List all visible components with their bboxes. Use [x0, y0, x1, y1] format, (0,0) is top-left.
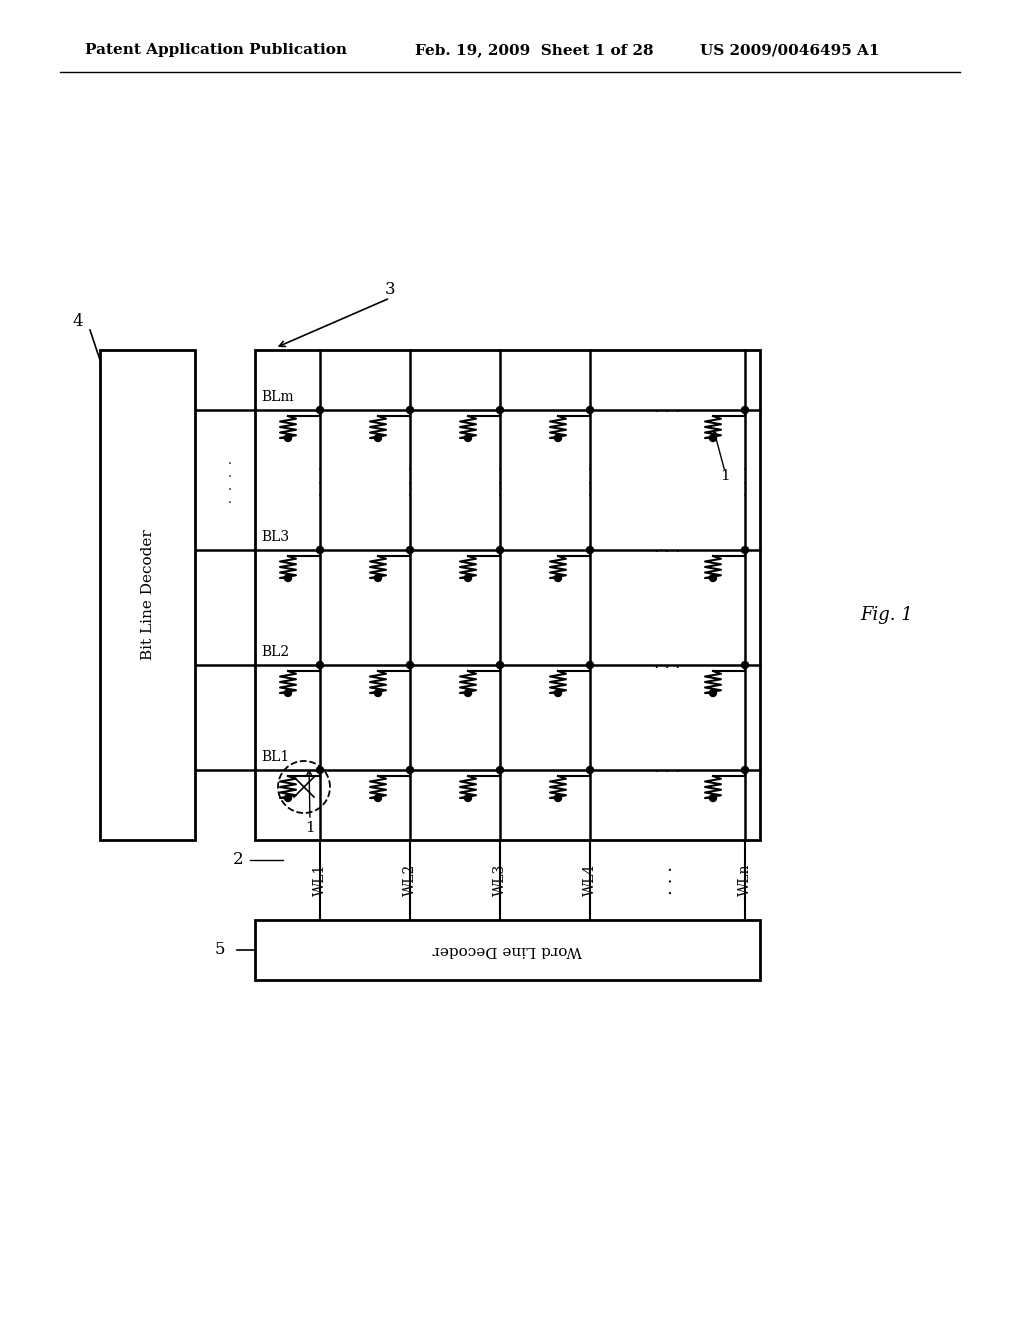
Circle shape — [555, 434, 561, 441]
Circle shape — [285, 795, 292, 801]
Text: WL4: WL4 — [583, 863, 597, 896]
Text: .
.
.: . . . — [588, 461, 592, 499]
Text: 2: 2 — [232, 851, 243, 869]
Text: WL2: WL2 — [403, 863, 417, 896]
Circle shape — [497, 661, 504, 668]
Text: . . .: . . . — [654, 759, 681, 776]
Circle shape — [497, 546, 504, 553]
Text: 1: 1 — [305, 821, 314, 836]
Circle shape — [555, 795, 561, 801]
Text: .
.
.: . . . — [318, 461, 322, 499]
Circle shape — [465, 795, 471, 801]
Text: 5: 5 — [214, 941, 225, 958]
Text: Patent Application Publication: Patent Application Publication — [85, 44, 347, 57]
Text: . . .: . . . — [654, 540, 681, 557]
Text: Feb. 19, 2009  Sheet 1 of 28: Feb. 19, 2009 Sheet 1 of 28 — [415, 44, 653, 57]
Text: . . .: . . . — [658, 866, 677, 895]
Text: US 2009/0046495 A1: US 2009/0046495 A1 — [700, 44, 880, 57]
Circle shape — [316, 407, 324, 413]
Circle shape — [555, 689, 561, 697]
Circle shape — [587, 661, 594, 668]
Text: Bit Line Decoder: Bit Line Decoder — [140, 529, 155, 660]
Text: .
.
.
.: . . . . — [228, 454, 232, 506]
Circle shape — [407, 661, 414, 668]
Circle shape — [465, 689, 471, 697]
Circle shape — [316, 546, 324, 553]
Circle shape — [465, 434, 471, 441]
Circle shape — [741, 661, 749, 668]
Circle shape — [407, 407, 414, 413]
Circle shape — [587, 546, 594, 553]
Circle shape — [497, 407, 504, 413]
Circle shape — [710, 795, 717, 801]
Circle shape — [710, 574, 717, 582]
Bar — [255, 920, 760, 979]
Circle shape — [375, 795, 382, 801]
Text: . . .: . . . — [654, 400, 681, 417]
Text: WL1: WL1 — [313, 863, 327, 896]
Text: .
.
.: . . . — [408, 461, 412, 499]
Text: 1: 1 — [720, 469, 730, 483]
Text: WL3: WL3 — [493, 863, 507, 896]
Circle shape — [285, 434, 292, 441]
Circle shape — [407, 767, 414, 774]
Circle shape — [285, 574, 292, 582]
Bar — [255, 350, 760, 840]
Text: BL3: BL3 — [261, 531, 289, 544]
Text: WLn: WLn — [738, 863, 752, 896]
Circle shape — [710, 689, 717, 697]
Circle shape — [375, 689, 382, 697]
Circle shape — [741, 407, 749, 413]
Circle shape — [587, 407, 594, 413]
Circle shape — [285, 689, 292, 697]
Text: BL2: BL2 — [261, 645, 289, 659]
Circle shape — [497, 767, 504, 774]
Text: .
.
.: . . . — [743, 461, 746, 499]
Circle shape — [316, 767, 324, 774]
Text: . . .: . . . — [654, 655, 681, 672]
Circle shape — [741, 767, 749, 774]
Text: BL1: BL1 — [261, 750, 289, 764]
Circle shape — [555, 574, 561, 582]
Bar — [100, 350, 195, 840]
Circle shape — [465, 574, 471, 582]
Circle shape — [316, 661, 324, 668]
Text: .
.
.: . . . — [498, 461, 502, 499]
Text: Fig. 1: Fig. 1 — [860, 606, 912, 624]
Circle shape — [375, 434, 382, 441]
Circle shape — [407, 546, 414, 553]
Circle shape — [741, 546, 749, 553]
Text: 3: 3 — [385, 281, 395, 298]
Circle shape — [375, 574, 382, 582]
Circle shape — [710, 434, 717, 441]
Text: BLm: BLm — [261, 389, 294, 404]
Circle shape — [587, 767, 594, 774]
Text: 4: 4 — [73, 314, 83, 330]
Text: Word Line Decoder: Word Line Decoder — [433, 942, 583, 957]
